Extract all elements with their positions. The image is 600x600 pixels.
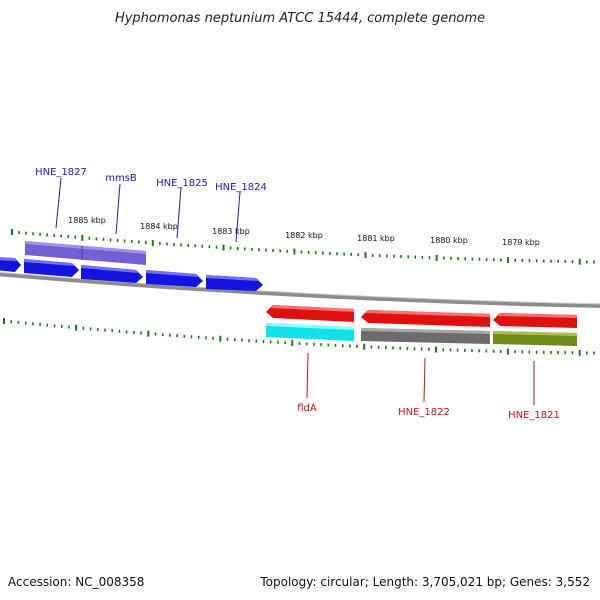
blue-gene-1828[interactable]	[0, 257, 21, 272]
kbp-label-1880: 1880 kbp	[430, 236, 468, 245]
red-gene-1822[interactable]	[361, 310, 490, 327]
cyan-gene-band[interactable]	[266, 323, 354, 341]
kbp-label-1882: 1882 kbp	[285, 231, 323, 240]
kbp-label-1881: 1881 kbp	[357, 234, 395, 243]
red-gene-flda[interactable]	[266, 305, 354, 322]
genome-backbone	[0, 272, 600, 308]
gray-gene-band[interactable]	[361, 328, 490, 344]
genome-backbone-highlight	[0, 271, 600, 305]
leader-line-hne1825	[176, 187, 182, 239]
red-gene-1821[interactable]	[493, 313, 577, 328]
blue-gene-1825[interactable]	[146, 270, 203, 287]
blue-gene-mmsb[interactable]	[81, 265, 143, 283]
top-leader-lines	[55, 177, 241, 243]
leader-line-flda	[306, 352, 309, 399]
leader-line-mmsb	[115, 183, 121, 235]
kbp-label-1884: 1884 kbp	[140, 222, 178, 231]
kbp-label-1885: 1885 kbp	[68, 216, 106, 225]
kbp-label-1879: 1879 kbp	[502, 238, 540, 247]
gene-label-hne1824[interactable]: HNE_1824	[215, 182, 267, 193]
topology-summary-text: Topology: circular; Length: 3,705,021 bp…	[259, 575, 590, 589]
kbp-label-1883: 1883 kbp	[212, 227, 250, 236]
olive-gene-band[interactable]	[493, 331, 577, 346]
blue-gene-1824[interactable]	[206, 275, 263, 291]
leader-line-hne1822	[423, 357, 426, 403]
lower-tick-ruler	[3, 318, 595, 356]
accession-text: Accession: NC_008358	[8, 575, 144, 589]
gene-label-hne1827[interactable]: HNE_1827	[35, 167, 87, 178]
gene-label-mmsb[interactable]: mmsB	[105, 173, 137, 184]
kbp-labels: 1885 kbp 1884 kbp 1883 kbp 1882 kbp 1881…	[68, 216, 540, 247]
map-title: Hyphomonas neptunium ATCC 15444, complet…	[115, 11, 485, 26]
blue-gene-1827[interactable]	[24, 259, 79, 277]
leader-line-hne1827	[55, 177, 62, 229]
purple-gene-band[interactable]	[25, 241, 146, 265]
gene-label-hne1825[interactable]: HNE_1825	[156, 178, 208, 189]
gene-label-hne1822[interactable]: HNE_1822	[398, 407, 450, 418]
bottom-leader-lines	[306, 352, 535, 405]
leader-line-hne1824	[235, 191, 241, 243]
gene-label-hne1821[interactable]: HNE_1821	[508, 410, 560, 421]
gene-label-flda[interactable]: fldA	[297, 403, 317, 414]
upper-tick-ruler	[11, 229, 595, 265]
